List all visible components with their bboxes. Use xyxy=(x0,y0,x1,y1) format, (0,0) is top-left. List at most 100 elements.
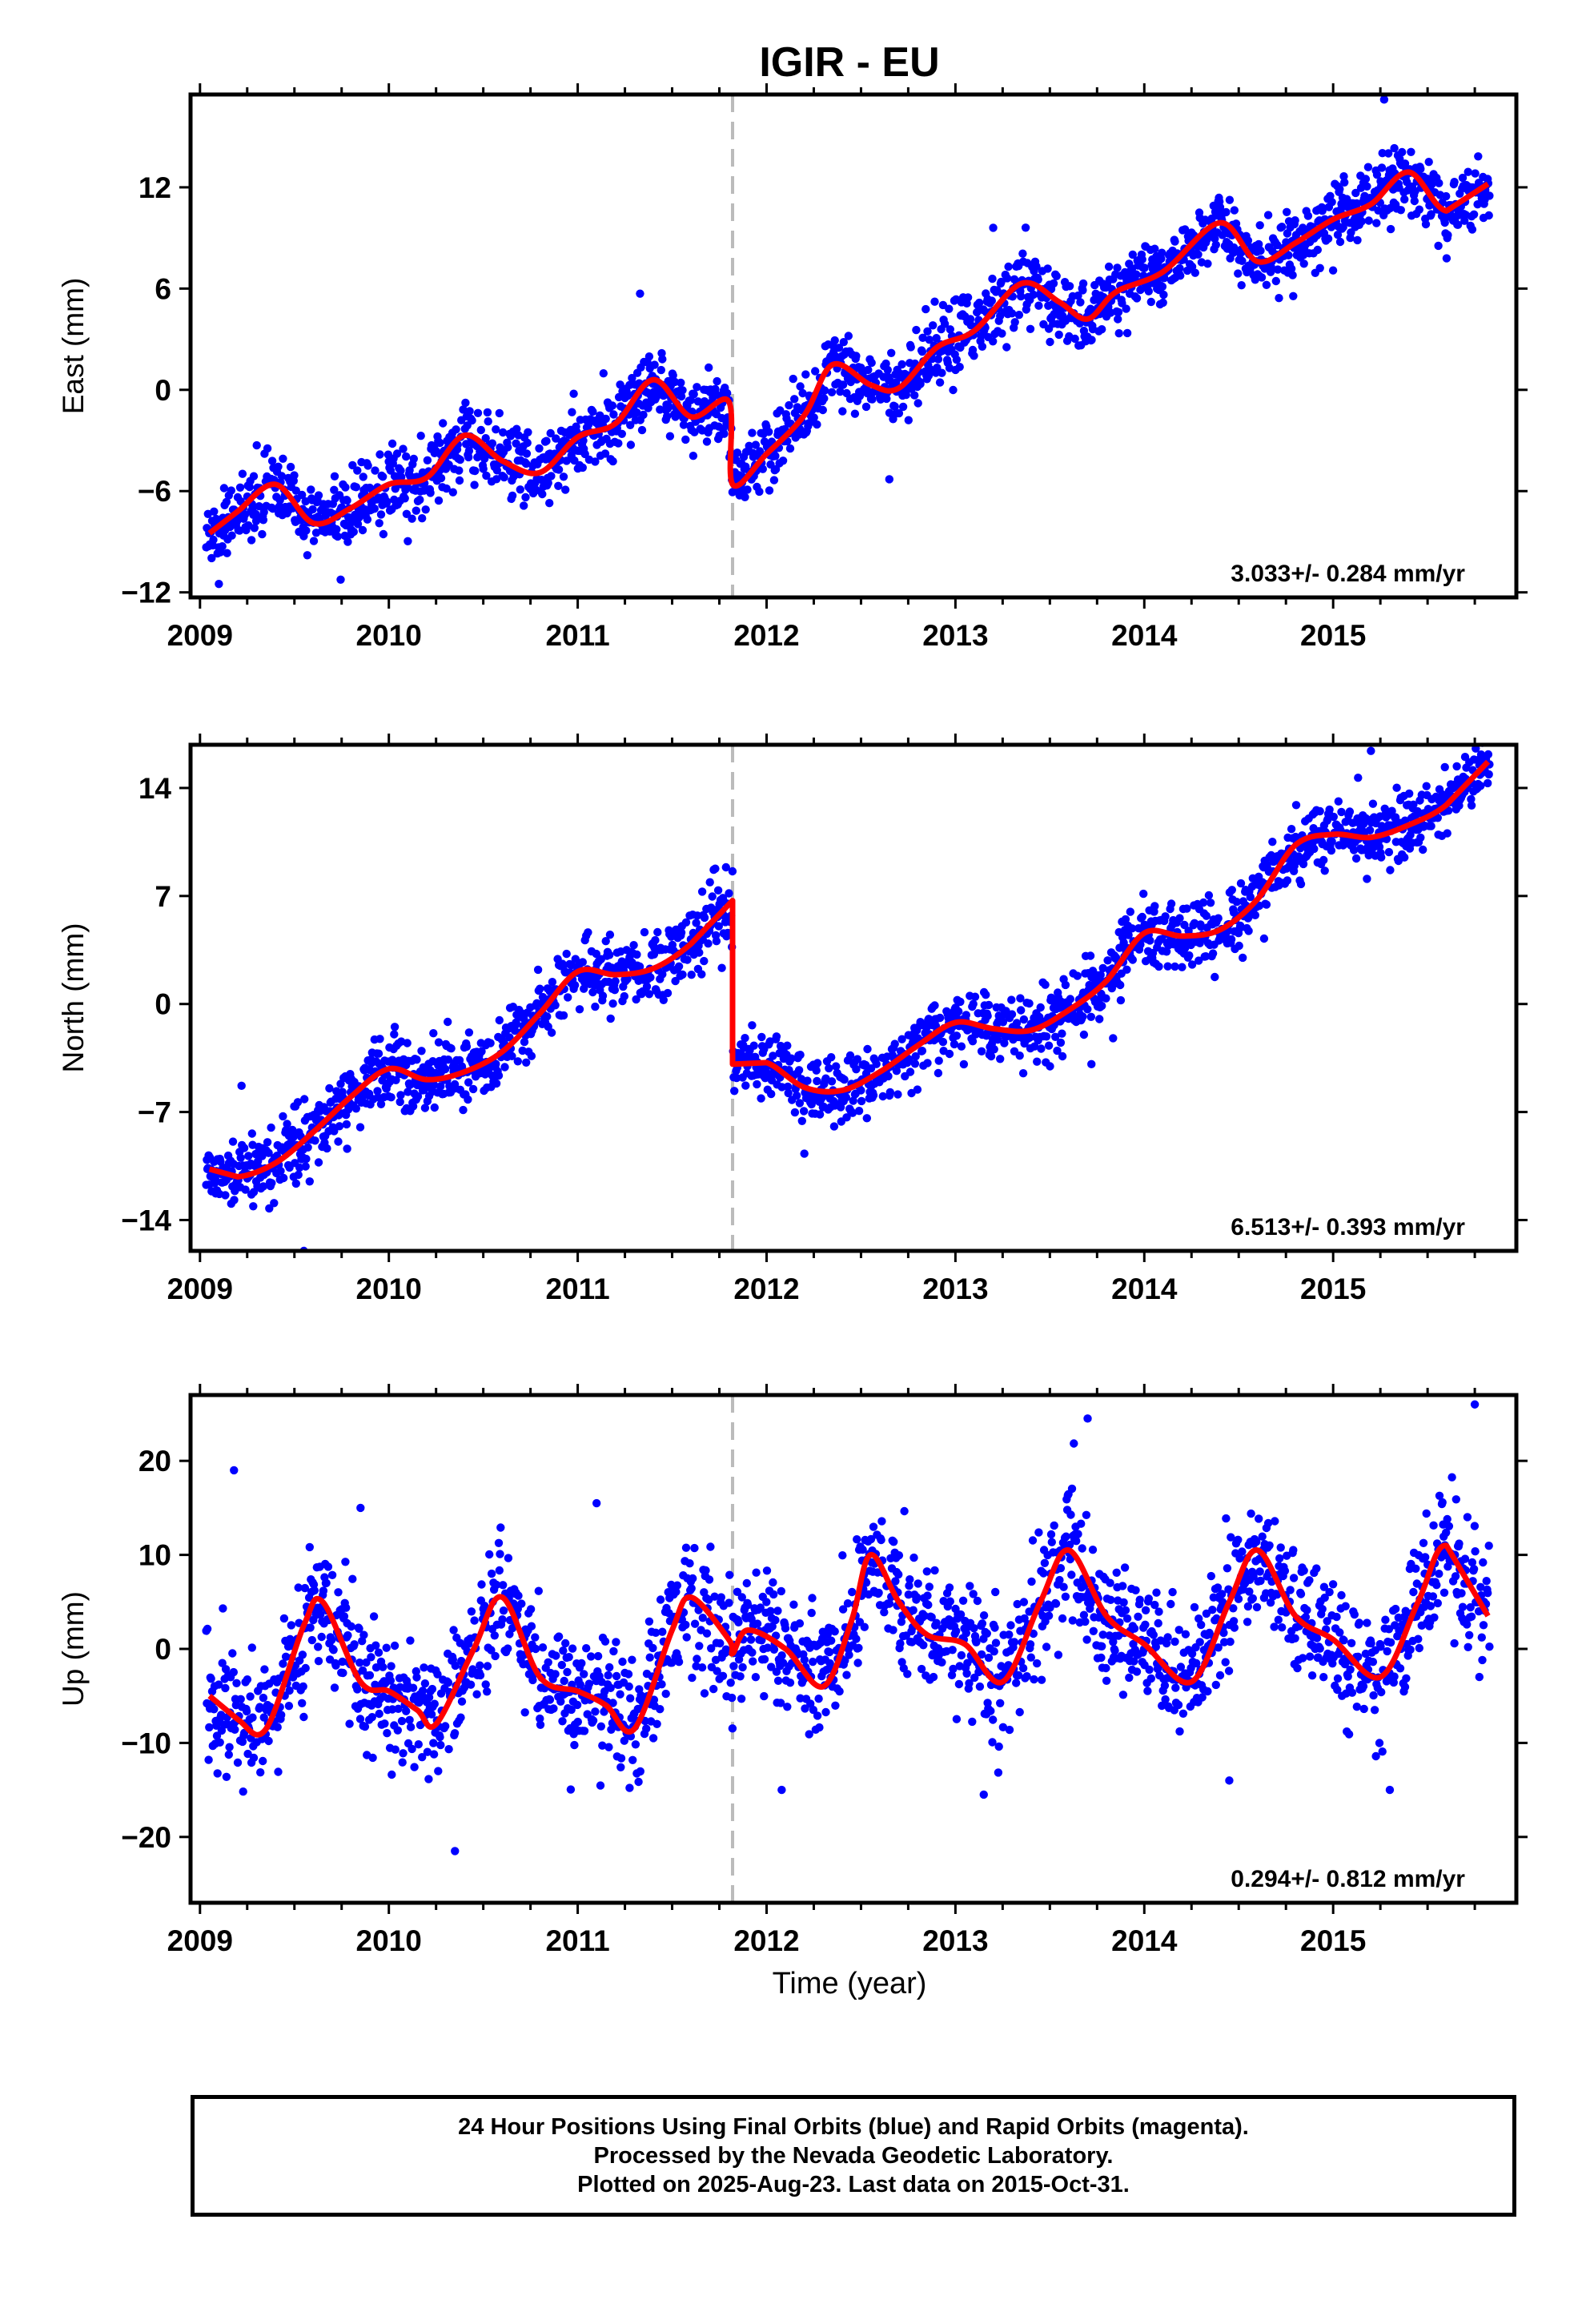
east-point xyxy=(353,520,363,529)
up-point xyxy=(504,1554,513,1562)
east-point xyxy=(470,480,479,489)
up-point xyxy=(725,1570,734,1579)
east-point xyxy=(838,407,847,416)
east-point xyxy=(1407,147,1415,156)
north-point xyxy=(1044,1041,1054,1050)
east-point xyxy=(476,425,485,435)
north-point xyxy=(477,1047,486,1056)
east-point xyxy=(906,343,915,352)
east-y-tick-label: 6 xyxy=(155,272,171,305)
east-point xyxy=(249,472,259,480)
up-point xyxy=(618,1657,627,1667)
north-point xyxy=(335,1122,344,1131)
up-point xyxy=(570,1740,579,1750)
north-point xyxy=(387,1093,396,1102)
east-point xyxy=(881,359,890,368)
north-point xyxy=(704,939,713,948)
north-point xyxy=(848,1108,857,1117)
north-point xyxy=(1061,980,1070,990)
east-point xyxy=(1357,217,1366,226)
up-point xyxy=(476,1671,485,1680)
north-point xyxy=(957,1042,966,1051)
east-point xyxy=(258,529,267,539)
up-point xyxy=(338,1657,347,1667)
up-point xyxy=(584,1679,594,1688)
east-point xyxy=(223,549,231,557)
north-point xyxy=(697,887,707,896)
north-point xyxy=(1017,1006,1026,1015)
east-point xyxy=(267,456,277,465)
up-point xyxy=(368,1753,377,1763)
east-point xyxy=(235,483,245,492)
east-point xyxy=(1323,234,1333,243)
up-point xyxy=(869,1522,878,1531)
up-point xyxy=(769,1590,778,1599)
north-point xyxy=(288,1125,297,1135)
east-point xyxy=(455,476,464,485)
up-point xyxy=(433,1670,442,1679)
north-point xyxy=(620,991,628,1001)
north-point xyxy=(1416,833,1425,842)
up-point xyxy=(805,1730,813,1739)
east-point xyxy=(1255,239,1263,249)
north-point xyxy=(1325,805,1334,814)
north-point xyxy=(705,878,714,887)
east-point xyxy=(850,409,860,418)
up-point xyxy=(596,1722,605,1731)
up-point xyxy=(434,1767,443,1775)
north-point xyxy=(884,1072,893,1081)
up-point xyxy=(843,1599,853,1608)
north-point xyxy=(741,1034,749,1043)
east-point xyxy=(471,466,480,476)
north-point xyxy=(374,1093,383,1102)
east-point xyxy=(1175,263,1184,273)
up-point xyxy=(410,1763,419,1771)
north-point xyxy=(447,1044,456,1053)
east-point xyxy=(268,505,277,513)
up-point xyxy=(360,1722,370,1731)
north-point xyxy=(1056,1038,1066,1047)
east-point xyxy=(1263,211,1273,219)
north-y-tick-label: −14 xyxy=(121,1204,171,1236)
north-point xyxy=(969,999,978,1008)
up-point xyxy=(350,1640,359,1649)
north-point xyxy=(1392,783,1401,792)
north-point xyxy=(1086,951,1095,960)
up-point xyxy=(277,1711,286,1719)
north-point xyxy=(1204,891,1214,900)
east-point xyxy=(568,408,576,416)
north-point xyxy=(1239,953,1247,963)
east-point xyxy=(379,529,388,539)
up-point xyxy=(536,1714,544,1723)
east-point xyxy=(1007,309,1017,318)
east-point xyxy=(998,329,1006,338)
up-point xyxy=(248,1713,257,1722)
east-point xyxy=(516,485,524,494)
up-point xyxy=(450,1729,460,1738)
north-point xyxy=(403,1039,412,1047)
north-point xyxy=(611,977,620,986)
up-point xyxy=(213,1769,222,1778)
up-point xyxy=(762,1598,771,1606)
north-point xyxy=(677,928,686,937)
north-point xyxy=(982,991,990,999)
east-point xyxy=(1054,330,1063,340)
up-point xyxy=(499,1606,508,1615)
east-point xyxy=(868,395,877,404)
up-point xyxy=(801,1704,809,1713)
up-point xyxy=(430,1699,439,1708)
east-point xyxy=(500,472,508,482)
east-point xyxy=(834,344,844,352)
north-point xyxy=(832,1062,841,1071)
up-point xyxy=(210,1705,219,1714)
up-point xyxy=(604,1743,613,1751)
up-point xyxy=(406,1636,415,1645)
up-point xyxy=(457,1656,466,1666)
up-point xyxy=(483,1687,492,1696)
up-point xyxy=(598,1741,607,1750)
north-point xyxy=(635,962,644,971)
east-point xyxy=(307,485,315,494)
north-point xyxy=(674,962,684,971)
east-point xyxy=(1299,223,1307,232)
north-point xyxy=(1386,866,1395,875)
